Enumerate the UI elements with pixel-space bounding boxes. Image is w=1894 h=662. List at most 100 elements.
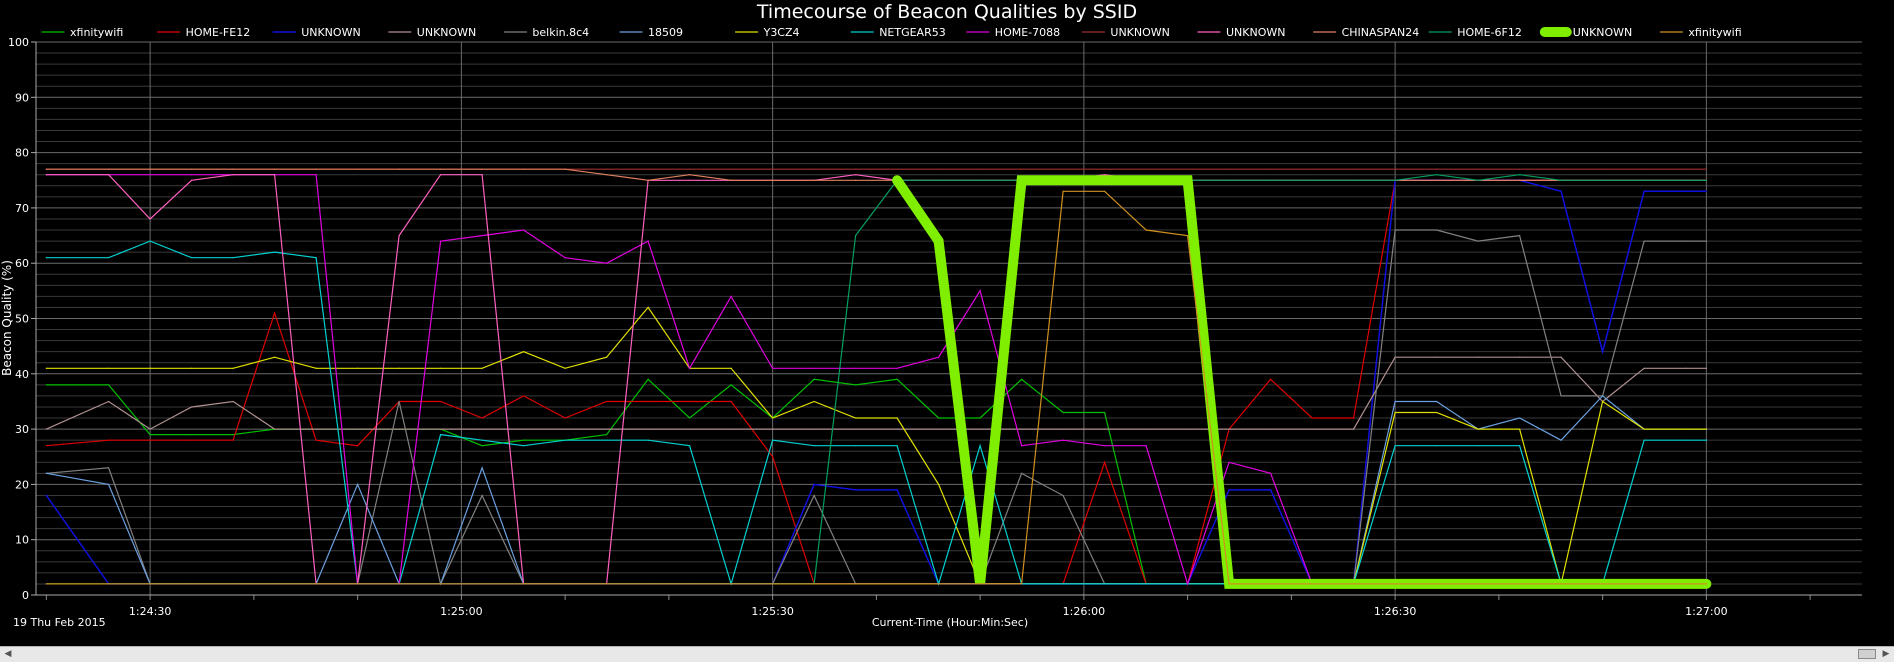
data-point xyxy=(315,257,317,259)
data-point xyxy=(564,257,566,259)
data-point xyxy=(855,583,857,585)
data-point xyxy=(481,428,483,430)
data-point xyxy=(1228,428,1230,430)
data-point xyxy=(440,367,442,369)
data-point xyxy=(1436,229,1438,231)
data-point xyxy=(813,179,815,181)
data-point xyxy=(606,434,608,436)
data-point xyxy=(1602,179,1604,181)
data-point xyxy=(232,257,234,259)
data-point xyxy=(689,445,691,447)
horizontal-scrollbar[interactable]: ◀ ▶ xyxy=(0,646,1894,662)
data-point xyxy=(1519,445,1521,447)
data-point xyxy=(689,428,691,430)
data-point xyxy=(730,367,732,369)
data-point xyxy=(1394,229,1396,231)
data-point xyxy=(149,367,151,369)
data-point xyxy=(1519,234,1521,237)
data-point xyxy=(1104,445,1106,447)
data-point xyxy=(191,434,193,436)
data-point xyxy=(481,417,483,419)
x-tick-label: 1:27:00 xyxy=(1685,605,1727,618)
data-point xyxy=(274,174,276,176)
data-point xyxy=(1436,179,1438,181)
data-point xyxy=(1685,179,1687,181)
data-point xyxy=(1270,378,1272,380)
data-point xyxy=(1353,417,1355,419)
data-point xyxy=(564,417,566,419)
legend-label: 18509 xyxy=(648,26,683,39)
y-axis-label: Beacon Quality (%) xyxy=(0,260,14,376)
data-point xyxy=(1311,583,1313,585)
data-point xyxy=(1062,168,1064,170)
data-point xyxy=(938,583,940,585)
data-point xyxy=(45,494,47,497)
data-point xyxy=(813,168,815,170)
data-point xyxy=(730,384,732,386)
data-point xyxy=(896,367,898,369)
data-point xyxy=(1477,240,1479,242)
data-point xyxy=(1477,179,1479,181)
series-line-1 xyxy=(45,378,1708,585)
data-point xyxy=(730,428,732,430)
data-point xyxy=(523,583,525,585)
y-tick-label: 30 xyxy=(15,423,29,436)
data-point xyxy=(896,417,898,419)
data-point xyxy=(606,439,608,441)
data-point xyxy=(1270,472,1272,474)
data-point xyxy=(1311,417,1313,419)
data-point xyxy=(45,367,47,369)
data-point xyxy=(813,494,815,497)
data-point xyxy=(274,583,276,585)
data-point xyxy=(730,583,732,585)
data-point xyxy=(357,367,359,369)
data-point xyxy=(523,445,525,447)
data-point xyxy=(481,367,483,369)
data-point xyxy=(1519,168,1521,170)
data-point xyxy=(1436,168,1438,170)
data-point xyxy=(1519,179,1521,181)
data-point xyxy=(772,456,774,458)
x-axis-label: Current-Time (Hour:Min:Sec) xyxy=(872,616,1028,629)
data-point xyxy=(647,439,649,441)
legend-label: NETGEAR53 xyxy=(879,26,946,39)
scroll-thumb[interactable] xyxy=(1858,649,1876,659)
data-point xyxy=(1685,190,1687,192)
data-point xyxy=(1353,168,1355,170)
data-point xyxy=(1228,168,1230,170)
data-point xyxy=(730,295,732,297)
data-point xyxy=(1270,168,1272,170)
data-point xyxy=(896,445,898,447)
y-tick-label: 60 xyxy=(15,257,29,270)
data-point xyxy=(689,400,691,403)
data-point xyxy=(938,428,940,430)
legend-label: Y3CZ4 xyxy=(763,26,800,39)
data-point xyxy=(232,434,234,436)
data-point xyxy=(149,174,151,176)
legend-label: CHINASPAN24 xyxy=(1342,26,1420,39)
data-point xyxy=(315,583,317,585)
data-point xyxy=(979,179,981,181)
data-point xyxy=(315,439,317,441)
data-point xyxy=(813,483,815,485)
data-point xyxy=(108,168,110,170)
data-point xyxy=(1104,411,1106,414)
data-point xyxy=(1519,356,1521,358)
scroll-left-arrow-icon[interactable]: ◀ xyxy=(4,649,12,659)
data-point xyxy=(45,384,47,386)
data-point xyxy=(149,218,151,220)
data-point xyxy=(398,367,400,369)
data-point xyxy=(647,583,649,585)
legend-label: xfinitywifi xyxy=(1688,26,1741,39)
data-point xyxy=(1436,400,1438,403)
data-point xyxy=(1270,489,1272,491)
data-point xyxy=(191,439,193,441)
data-point xyxy=(1145,229,1147,231)
data-point xyxy=(1062,439,1064,441)
data-point xyxy=(1062,179,1064,181)
scroll-right-arrow-icon[interactable]: ▶ xyxy=(1882,649,1890,659)
data-point xyxy=(1394,583,1396,585)
data-point xyxy=(45,472,47,474)
data-point xyxy=(398,234,400,237)
y-tick-label: 80 xyxy=(15,147,29,160)
